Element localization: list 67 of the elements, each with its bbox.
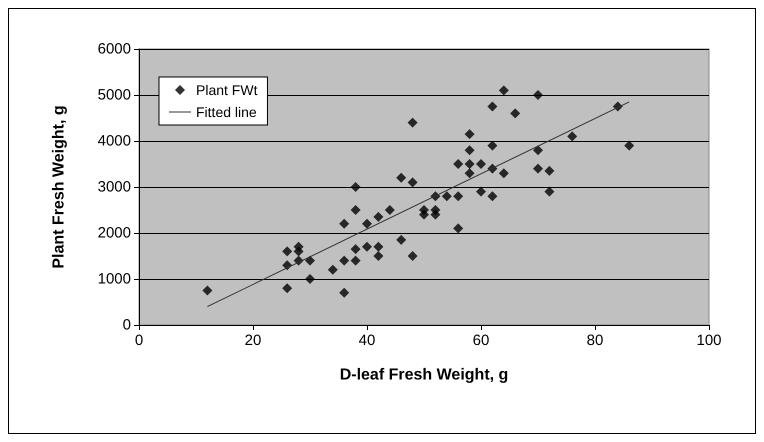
point <box>544 166 554 176</box>
point <box>464 129 475 140</box>
y-tick-label: 2000 <box>98 224 131 242</box>
point <box>282 283 292 294</box>
point <box>487 140 498 151</box>
point <box>464 159 475 169</box>
point <box>544 186 554 197</box>
legend-label: Plant FWt <box>196 82 258 98</box>
point <box>305 274 315 284</box>
point <box>567 131 578 142</box>
point <box>294 246 304 256</box>
point <box>396 234 406 245</box>
point <box>533 145 543 156</box>
y-axis-title: Plant Fresh Weight, g <box>50 105 68 269</box>
point <box>624 140 634 151</box>
point <box>373 242 384 252</box>
y-tick-label: 1000 <box>98 270 131 288</box>
point <box>430 210 440 220</box>
x-tick-label: 100 <box>696 332 722 349</box>
point <box>408 251 418 261</box>
x-tick-label: 80 <box>586 332 604 349</box>
point <box>350 244 361 254</box>
point <box>487 191 498 202</box>
point <box>533 164 543 174</box>
point <box>498 168 509 178</box>
point <box>350 205 361 215</box>
point <box>282 246 292 256</box>
point <box>339 256 350 266</box>
point <box>419 210 429 220</box>
point <box>350 182 361 192</box>
point <box>362 242 372 252</box>
point <box>442 191 452 202</box>
point <box>487 102 498 112</box>
point <box>396 172 406 183</box>
point <box>408 118 418 128</box>
y-tick-label: 3000 <box>98 178 131 196</box>
point <box>498 85 509 96</box>
x-tick-label: 0 <box>134 332 144 349</box>
x-tick-label: 20 <box>244 332 262 349</box>
x-axis-title: D-leaf Fresh Weight, g <box>340 366 508 384</box>
point <box>464 145 475 156</box>
x-tick-label: 60 <box>472 332 490 349</box>
point <box>373 212 384 222</box>
point <box>510 108 520 118</box>
point <box>476 186 486 197</box>
y-tick-label: 5000 <box>98 86 131 104</box>
point <box>453 159 464 169</box>
point <box>350 256 361 266</box>
point <box>453 191 464 202</box>
point <box>464 168 475 178</box>
point <box>384 205 395 215</box>
point <box>339 218 350 229</box>
point <box>328 264 338 275</box>
point <box>476 159 486 169</box>
point <box>305 256 315 266</box>
point <box>339 288 350 298</box>
y-tick-label: 4000 <box>98 132 131 150</box>
point <box>362 218 372 229</box>
point <box>533 90 543 100</box>
point <box>453 223 464 234</box>
y-tick-label: 6000 <box>98 40 131 58</box>
point <box>408 177 418 188</box>
point <box>373 251 384 261</box>
legend-label: Fitted line <box>196 104 257 120</box>
x-tick-label: 40 <box>358 332 376 349</box>
point <box>202 286 212 296</box>
y-tick-label: 0 <box>122 316 131 334</box>
